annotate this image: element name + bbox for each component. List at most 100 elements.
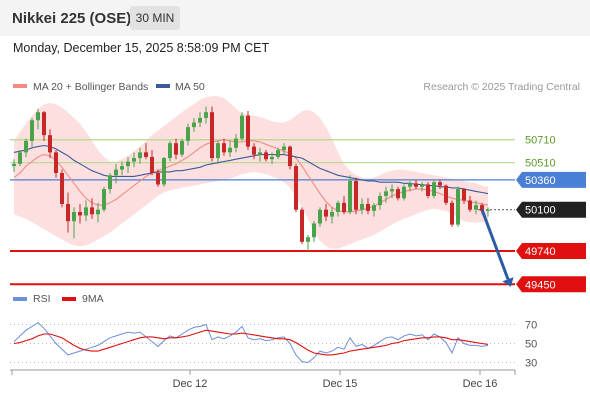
datetime-label: Monday, December 15, 2025 8:58:09 PM CET (13, 41, 270, 55)
rsi-line (13, 321, 489, 364)
candle-body (54, 152, 58, 173)
timeframe-button[interactable]: 30 MIN (130, 6, 180, 30)
level-label-50510: 50510 (525, 158, 556, 170)
forecast-arrow-shaft (480, 209, 510, 280)
candle-body (414, 183, 418, 187)
level-label-50360: 50360 (525, 175, 556, 187)
candle-body (294, 166, 298, 210)
candle-body (450, 202, 454, 225)
candle-body (204, 112, 208, 118)
candle-body (84, 207, 88, 216)
candle-body (60, 173, 64, 204)
candle-body (222, 143, 226, 153)
legend-ma20-label: MA 20 + Bollinger Bands (33, 81, 148, 93)
candle-body (282, 146, 286, 151)
level-label-50710: 50710 (525, 135, 556, 147)
candle-body (150, 156, 154, 173)
moving-averages (13, 139, 489, 213)
candle-body (48, 135, 52, 153)
candle-body (126, 161, 130, 167)
candle-body (318, 209, 322, 224)
candle-body (36, 112, 40, 121)
candle-body (270, 156, 274, 160)
candle-body (342, 202, 346, 212)
level-label-49450: 49450 (525, 279, 556, 291)
rsi-tick-70: 70 (525, 320, 537, 332)
candle-body (456, 189, 460, 225)
level-tag-50360 (516, 171, 586, 188)
candle-body (462, 189, 466, 201)
candle-body (324, 209, 328, 217)
candle-body (168, 143, 172, 159)
candle-body (288, 146, 292, 167)
level-tag-49740 (516, 243, 586, 259)
copyright-text: Research © 2025 Trading Central (423, 81, 580, 93)
candle-body (348, 181, 352, 212)
candle-body (216, 143, 220, 159)
candle-body (330, 212, 334, 217)
candle-body (66, 203, 70, 222)
candle-body (156, 173, 160, 185)
candle-body (120, 166, 124, 170)
candle-body (378, 195, 382, 206)
candle-body (300, 209, 304, 242)
legend-rsi-label: RSI (33, 293, 51, 305)
price-levels (10, 139, 515, 286)
candle-body (426, 184, 430, 196)
legend-rsi-swatch (13, 297, 27, 301)
candle-body (252, 146, 256, 155)
forecast-arrow-head (502, 277, 514, 287)
candle-body (90, 207, 94, 215)
candle-body (162, 158, 166, 185)
candle-body (486, 209, 490, 211)
candle-body (102, 189, 106, 210)
candle-body (114, 169, 118, 176)
candle-body (42, 112, 46, 136)
candle-body (480, 205, 484, 211)
level-tag-49450 (516, 276, 586, 293)
candle-body (258, 152, 262, 155)
candle-body (24, 140, 28, 153)
candle-body (180, 140, 184, 155)
candle-body (408, 183, 412, 187)
bollinger-band (14, 96, 488, 249)
level-tag-50100 (516, 201, 586, 218)
candle-body (144, 152, 148, 157)
candle-body (306, 237, 310, 242)
legend-ma50-label: MA 50 (175, 81, 205, 93)
time-axis: Dec 12 Dec 15 Dec 16 (10, 369, 516, 390)
candle-body (30, 120, 34, 141)
time-axis-label: Dec 12 (173, 378, 208, 390)
rsi-tick-50: 50 (525, 339, 537, 351)
price-labels: 50710 50510 50360 50100 49740 49450 (516, 135, 586, 293)
candle-body (198, 117, 202, 123)
candle-body (18, 152, 22, 164)
ma50-line (13, 144, 489, 195)
legend-ma20-swatch (13, 84, 27, 88)
candle-body (336, 202, 340, 212)
chart-title: Nikkei 225 (OSE) (12, 10, 132, 27)
candle-body (402, 186, 406, 199)
candle-body (468, 200, 472, 210)
candle-body (138, 152, 142, 159)
rsi-9ma-line (13, 329, 489, 356)
time-axis-label: Dec 15 (323, 378, 358, 390)
candle-body (228, 147, 232, 153)
candle-body (192, 122, 196, 128)
candle-body (444, 185, 448, 203)
forecast-arrow (480, 209, 514, 287)
candle-body (372, 205, 376, 211)
ma20-line (13, 139, 489, 213)
legend-9ma-label: 9MA (82, 293, 104, 305)
candle-body (246, 115, 250, 147)
candle-body (174, 143, 178, 155)
candle-body (474, 205, 478, 210)
candle-body (96, 209, 100, 215)
candle-body (264, 152, 268, 160)
candle-body (234, 138, 238, 148)
level-label-50100: 50100 (525, 205, 556, 217)
candle-body (210, 112, 214, 159)
candle-body (360, 203, 364, 210)
